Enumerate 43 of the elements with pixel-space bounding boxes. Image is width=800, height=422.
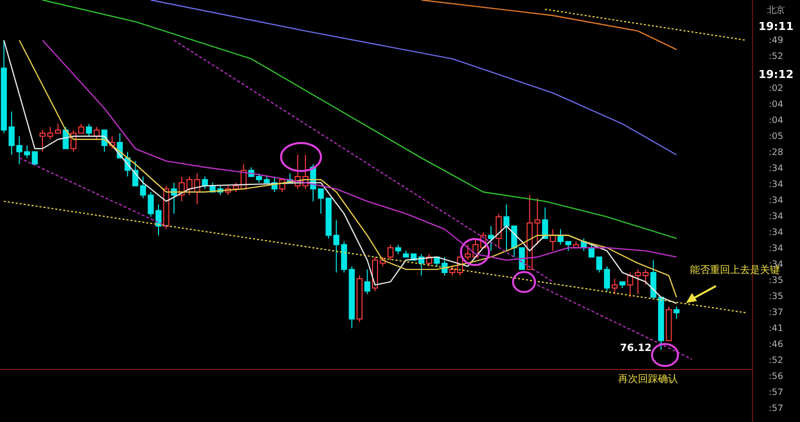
text: :57	[768, 404, 784, 414]
text: :34	[768, 244, 784, 254]
candlestick	[534, 198, 540, 246]
annotation: 76.12	[620, 343, 652, 354]
text: 北京	[766, 4, 786, 17]
candlestick	[604, 266, 610, 292]
text: :04	[768, 116, 784, 126]
text: :34	[768, 212, 784, 222]
candlestick	[612, 278, 618, 295]
text: :52	[768, 52, 784, 62]
text: :49	[768, 36, 784, 46]
text: :34	[768, 196, 784, 206]
text: :56	[768, 372, 784, 382]
candlestick	[387, 244, 394, 261]
text: :28	[768, 148, 784, 158]
text: :37	[768, 308, 784, 318]
text: :57	[768, 388, 784, 398]
text: :04	[768, 100, 784, 110]
text: :34	[768, 180, 784, 190]
candlestick	[674, 306, 680, 320]
text: :34	[768, 164, 784, 174]
text: :05	[768, 132, 784, 142]
candlestick	[86, 123, 92, 137]
text: :41	[768, 324, 784, 334]
candlestick	[395, 244, 402, 254]
candlestick	[627, 272, 634, 298]
text: :02	[768, 84, 784, 94]
candlestick	[488, 226, 494, 252]
text: :46	[768, 340, 784, 350]
candlestick	[40, 130, 46, 152]
text: 19:11	[757, 20, 794, 33]
candlestick	[565, 241, 572, 252]
candlestick	[32, 151, 38, 165]
text: 19:12	[757, 68, 794, 81]
text: 再次回踩确认	[618, 373, 678, 386]
candlestick	[542, 206, 548, 239]
text: :35	[768, 292, 784, 302]
candlestick	[364, 268, 370, 295]
text: :35	[768, 276, 784, 286]
candlestick	[518, 247, 525, 270]
text: :34	[768, 228, 784, 238]
candlestick	[496, 213, 502, 248]
text: :52	[768, 356, 784, 366]
